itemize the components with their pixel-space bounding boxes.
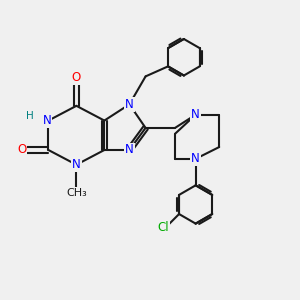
Text: O: O <box>17 143 26 157</box>
Text: N: N <box>125 143 134 157</box>
Text: N: N <box>191 108 200 121</box>
Text: CH₃: CH₃ <box>66 188 87 198</box>
Text: Cl: Cl <box>158 221 169 234</box>
Text: N: N <box>43 114 51 127</box>
Text: N: N <box>125 98 134 111</box>
Text: O: O <box>72 71 81 84</box>
Text: H: H <box>26 111 34 121</box>
Text: N: N <box>72 158 81 171</box>
Text: N: N <box>191 152 200 165</box>
